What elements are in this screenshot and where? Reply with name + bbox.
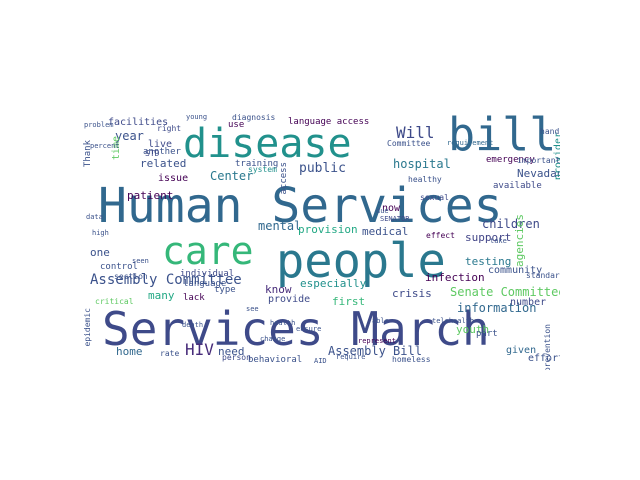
- word-telehealth: telehealth: [432, 317, 475, 325]
- word-many: many: [148, 289, 175, 302]
- word-need: need: [218, 345, 245, 358]
- word-training: training: [235, 159, 279, 169]
- word-language-access: language access: [288, 117, 370, 127]
- word-behavioral: behavioral: [248, 355, 303, 365]
- word-facilities: facilities: [108, 117, 169, 128]
- word-represent: represent: [358, 337, 396, 345]
- word-person: person: [222, 353, 251, 362]
- word-center: Center: [210, 169, 254, 183]
- word-due: due: [376, 207, 389, 215]
- word-control: control: [100, 262, 138, 272]
- word-take: take: [490, 237, 507, 245]
- word-committee: Committee: [387, 139, 431, 148]
- word-public: public: [299, 161, 346, 176]
- word-aid: AID: [314, 357, 327, 365]
- word-requirement: requirement: [447, 139, 494, 147]
- word-cloud: Human Services Services March people care di…: [80, 110, 560, 370]
- word-use: use: [228, 120, 245, 130]
- word-sexual: sexual: [420, 193, 449, 202]
- word-agencies: agencies: [513, 214, 526, 267]
- word-diagnosis: diagnosis: [232, 113, 276, 122]
- word-assembly-bill: Assembly Bill: [328, 344, 422, 358]
- word-available: available: [493, 181, 542, 191]
- word-hospital: hospital: [393, 157, 451, 171]
- word-human-services: Human Services: [98, 178, 503, 234]
- word-related: related: [140, 157, 187, 170]
- word-another: another: [143, 147, 181, 157]
- word-bill: bill: [448, 110, 557, 161]
- word-one: one: [90, 246, 110, 259]
- word-data: data: [86, 213, 103, 221]
- word-ensure: ensure: [296, 325, 322, 333]
- word-testing: testing: [465, 255, 512, 268]
- word-youth: youth: [456, 323, 490, 336]
- word-issue: issue: [158, 173, 189, 184]
- word-care: care: [162, 229, 254, 273]
- word-provide: provide: [268, 294, 311, 305]
- word-see: see: [246, 305, 259, 313]
- word-prevention: prevention: [543, 324, 552, 370]
- word-able: able: [372, 317, 389, 325]
- word-individual: individual: [180, 269, 235, 279]
- word-access: access: [279, 162, 289, 195]
- word-given: given: [506, 345, 537, 356]
- word-important: important: [517, 156, 560, 165]
- word-home: home: [116, 345, 143, 358]
- word-hand: hand: [540, 127, 560, 136]
- word-effect: effect: [426, 231, 455, 240]
- word-language: language: [183, 279, 227, 289]
- word-now: now: [382, 203, 401, 214]
- word-senate-committee: Senate Committee: [450, 285, 560, 299]
- word-first: first: [332, 295, 366, 308]
- word-death: death: [182, 321, 204, 329]
- word-community: community: [488, 265, 543, 276]
- word-medical: medical: [362, 225, 409, 238]
- word-provision: provision: [298, 223, 358, 236]
- word-require: require: [336, 353, 366, 361]
- word-section: section: [114, 272, 148, 281]
- word-children: children: [482, 217, 540, 231]
- word-lack: lack: [183, 293, 205, 303]
- word-will: Will: [396, 123, 435, 142]
- word-number: number: [510, 297, 547, 308]
- word-high: high: [92, 229, 109, 237]
- word-homeless: homeless: [392, 355, 431, 364]
- word-health: health: [270, 319, 296, 327]
- word-change: change: [260, 335, 286, 343]
- word-std: STD: [145, 149, 160, 158]
- word-right: right: [157, 124, 182, 133]
- word-type: type: [214, 285, 236, 295]
- word-disease: disease: [183, 121, 352, 167]
- word-year: year: [115, 129, 144, 143]
- word-emergency: emergency: [486, 155, 535, 165]
- word-nevadan: Nevadan: [517, 167, 560, 180]
- word-services-march: Services March: [102, 302, 490, 356]
- word-especially: especially: [300, 277, 367, 290]
- word-live: live: [148, 139, 173, 150]
- word-standard: standard: [526, 271, 560, 280]
- word-assembly-committee: Assembly Committee: [90, 272, 242, 288]
- word-senator: SENATOR: [380, 215, 410, 223]
- word-infection: infection: [425, 271, 485, 284]
- word-rate: rate: [160, 349, 180, 358]
- word-know: know: [265, 283, 292, 296]
- word-critical: critical: [95, 297, 134, 306]
- word-patient: patient: [127, 189, 174, 202]
- word-support: support: [465, 231, 512, 244]
- word-young: young: [186, 113, 208, 121]
- word-healthy: healthy: [408, 175, 442, 184]
- word-system: system: [248, 165, 277, 174]
- word-problem: problem: [84, 121, 114, 129]
- word-information: information: [457, 301, 537, 315]
- word-people: people: [276, 234, 446, 289]
- word-hiv: HIV: [185, 340, 214, 359]
- word-percent: percent: [90, 142, 120, 150]
- word-mental: mental: [258, 219, 302, 233]
- word-crisis: crisis: [392, 287, 432, 300]
- word-seen: seen: [132, 257, 149, 265]
- word-effort: effort: [528, 353, 560, 364]
- word-epidemic: epidemic: [83, 308, 92, 347]
- word-part: part: [476, 329, 498, 339]
